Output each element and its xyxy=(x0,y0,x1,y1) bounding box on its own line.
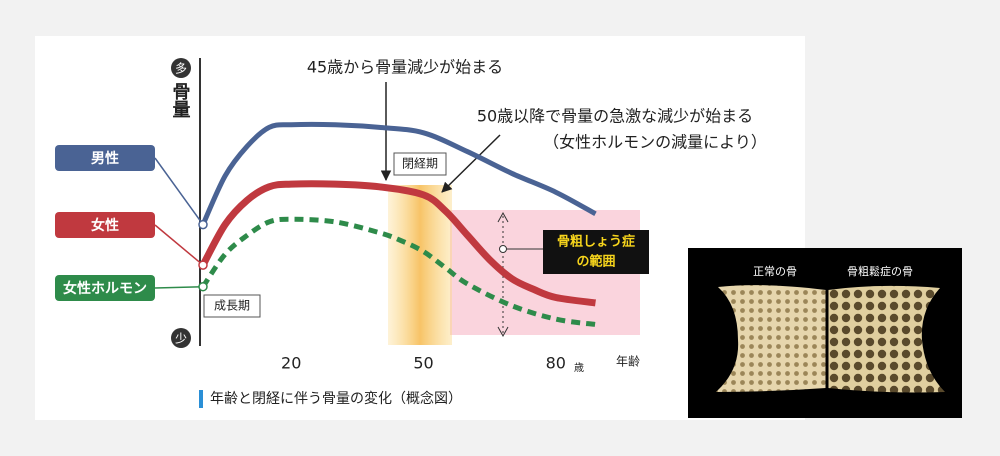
legend-box xyxy=(55,212,155,238)
series-line xyxy=(200,216,596,327)
bone-osteoporosis xyxy=(828,285,945,393)
legend-box xyxy=(55,145,155,171)
osteoporosis-box xyxy=(543,230,649,274)
series-line xyxy=(199,180,596,307)
y-tick-label: 少 xyxy=(175,332,187,346)
legend-label: 男性 xyxy=(91,150,119,167)
y-axis-label: 骨量 xyxy=(170,82,191,118)
x-tick-label: 20 xyxy=(281,354,301,373)
annotation: 45歳から骨量減少が始まる xyxy=(307,58,503,77)
start-marker xyxy=(198,260,208,270)
start-marker xyxy=(198,281,208,292)
y-tick xyxy=(171,58,191,78)
osteoporosis-label: 骨粗しょう症 xyxy=(557,234,635,250)
legend-label: 女性ホルモン xyxy=(63,280,147,297)
label-box xyxy=(203,294,261,318)
legend-connector xyxy=(154,285,204,289)
osteoporosis-label: の範囲 xyxy=(576,254,615,270)
legend-connector xyxy=(154,224,204,266)
photo-label: 正常の骨 xyxy=(753,265,797,278)
annotation: 50歳以降で骨量の急激な減少が始まる xyxy=(477,107,753,126)
y-tick-label: 多 xyxy=(175,62,187,76)
bone-normal xyxy=(716,285,826,392)
arrow xyxy=(441,134,501,193)
label-box xyxy=(393,152,447,176)
marker xyxy=(499,245,507,253)
legend-connector xyxy=(154,157,204,226)
x-tick-label: 80 xyxy=(546,354,566,373)
menopause-label: 閉経期 xyxy=(402,157,438,171)
x-tick-label: 50 xyxy=(413,354,433,373)
legend-label: 女性 xyxy=(91,217,119,234)
photo-label: 骨粗鬆症の骨 xyxy=(847,264,913,278)
legend-box xyxy=(55,275,155,301)
caption: 年齢と閉経に伴う骨量の変化（概念図） xyxy=(210,390,462,407)
series-line xyxy=(200,121,597,226)
annotation: （女性ホルモンの減量により） xyxy=(543,133,767,152)
x-unit: 歳 xyxy=(574,362,584,374)
y-tick xyxy=(171,328,191,348)
range-arrows xyxy=(497,211,509,338)
x-axis-label: 年齢 xyxy=(616,354,640,369)
start-marker xyxy=(198,219,208,230)
growth-label: 成長期 xyxy=(214,299,250,313)
caption-bar xyxy=(199,390,203,408)
